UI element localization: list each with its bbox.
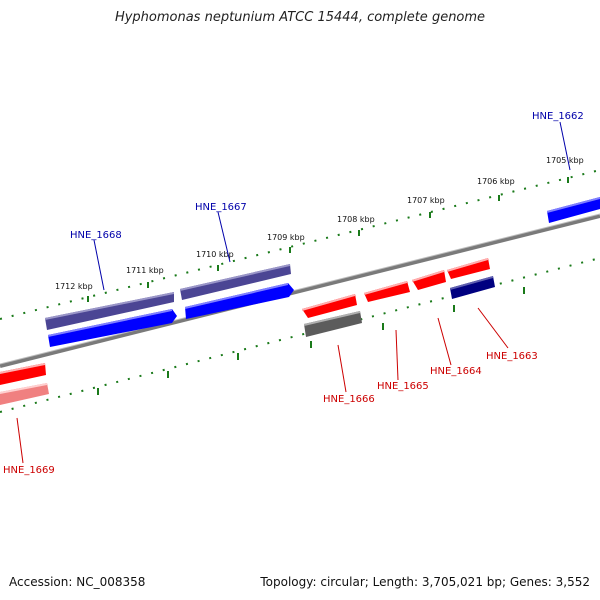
scale-label: 1709 kbp — [267, 233, 305, 242]
forward-features — [45, 197, 600, 347]
inner-scale-track — [0, 257, 600, 413]
gene-feature-other — [304, 311, 360, 326]
gene-feature-reverse — [364, 281, 407, 295]
gene-label-forward: HNE_1662 — [532, 111, 584, 122]
genome-backbone-highlight — [0, 213, 600, 365]
gene-feature-reverse — [447, 258, 490, 279]
scale-label: 1711 kbp — [126, 266, 164, 275]
gene-feature-forward — [185, 283, 294, 319]
gene-feature-reverse — [0, 363, 46, 385]
scale-label: 1705 kbp — [546, 156, 584, 165]
scale-label: 1708 kbp — [337, 215, 375, 224]
gene-label-reverse: HNE_1666 — [323, 394, 375, 405]
gene-feature-forward — [547, 197, 600, 213]
reverse-label-lines — [16, 307, 509, 464]
gene-feature-forward — [185, 283, 288, 309]
gene-feature-reverse — [412, 270, 446, 290]
genome-backbone — [0, 214, 600, 368]
gene-feature-forward — [547, 197, 600, 223]
map-title: Hyphomonas neptunium ATCC 15444, complet… — [114, 10, 486, 25]
gene-label-forward: HNE_1667 — [195, 202, 247, 213]
gene-feature-reverse — [302, 294, 357, 318]
outer-major-ticks — [87, 177, 569, 302]
gene-feature-dark — [450, 276, 495, 299]
genome-summary-text: Topology: circular; Length: 3,705,021 bp… — [260, 575, 590, 589]
gene-feature-other — [180, 264, 291, 300]
gene-feature-pseudo — [0, 383, 47, 394]
gene-feature-reverse — [0, 363, 45, 374]
gene-label-reverse: HNE_1664 — [430, 366, 482, 377]
gene-feature-other — [45, 292, 174, 320]
gene-feature-other — [304, 311, 362, 337]
gene-label-forward: HNE_1668 — [70, 230, 122, 241]
gene-feature-reverse — [302, 294, 355, 311]
gene-feature-reverse — [447, 258, 488, 272]
gene-label-reverse: HNE_1663 — [486, 351, 538, 362]
forward-label-lines — [93, 121, 571, 291]
outer-scale-track — [0, 169, 600, 320]
inner-major-ticks — [97, 287, 525, 395]
scale-label: 1710 kbp — [196, 250, 234, 259]
gene-label-reverse: HNE_1665 — [377, 381, 429, 392]
gene-feature-forward — [48, 309, 172, 337]
gene-feature-reverse — [364, 281, 410, 302]
gene-feature-dark — [450, 276, 493, 290]
accession-text: Accession: NC_008358 — [9, 575, 146, 589]
gene-feature-reverse — [412, 270, 444, 282]
reverse-features — [0, 258, 495, 405]
gene-feature-other — [180, 264, 290, 291]
scale-label: 1706 kbp — [477, 177, 515, 186]
gene-feature-pseudo — [0, 383, 49, 405]
scale-label: 1712 kbp — [55, 282, 93, 291]
scale-label: 1707 kbp — [407, 196, 445, 205]
gene-label-reverse: HNE_1669 — [3, 465, 55, 476]
gene-feature-forward — [48, 309, 177, 347]
gene-feature-other — [45, 292, 174, 330]
